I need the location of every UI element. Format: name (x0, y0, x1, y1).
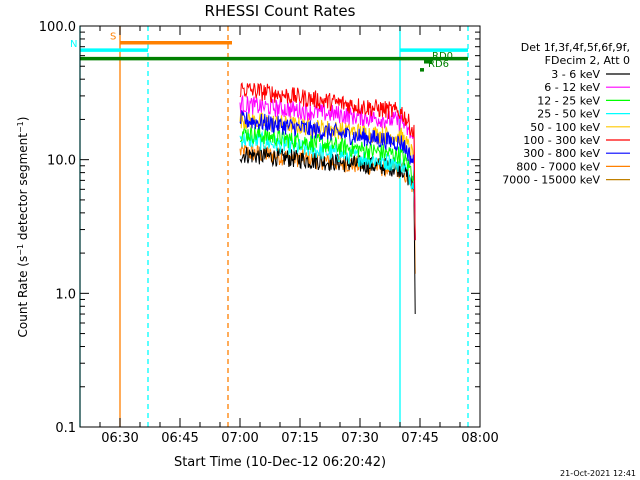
x-axis-label: Start Time (10-Dec-12 06:20:42) (174, 455, 386, 470)
series-line (239, 94, 416, 241)
y-axis-label-sup1: −1 (16, 244, 25, 256)
legend: Det 1f,3f,4f,5f,6f,9f, FDecim 2, Att 0 3… (502, 41, 630, 187)
series-line (239, 130, 416, 241)
x-tick-label: 07:45 (401, 431, 438, 446)
chart-title: RHESSI Count Rates (205, 2, 356, 20)
legend-header-line-2: FDecim 2, Att 0 (545, 54, 630, 67)
x-tick-label: 07:00 (221, 431, 258, 446)
legend-entry-label: 12 - 25 keV (537, 94, 600, 107)
y-tick-label: 10.0 (47, 154, 76, 169)
y-axis-label-sup2: −1 (16, 121, 25, 133)
x-tick-label: 07:15 (281, 431, 318, 446)
x-axis: 06:30 06:45 07:00 07:15 07:30 07:45 08:00 (79, 26, 499, 446)
y-tick-label: 0.1 (55, 421, 76, 436)
x-tick-label: 06:30 (101, 431, 138, 446)
series-line (239, 82, 416, 241)
flag-bar-label: S (110, 32, 116, 43)
y-axis-label: Count Rate (s−1 detector segment−1) (16, 117, 31, 338)
series-line (239, 126, 416, 241)
x-tick-label: 07:30 (341, 431, 378, 446)
legend-entry-label: 3 - 6 keV (551, 68, 600, 81)
y-tick-label: 100.0 (39, 20, 76, 35)
legend-entry-label: 100 - 300 keV (523, 134, 600, 147)
y-axis-label-main: Count Rate (s (16, 256, 30, 338)
y-axis: 0.1 1.0 10.0 100.0 (39, 20, 480, 436)
legend-entry-label: 300 - 800 keV (523, 147, 600, 160)
y-axis-label-end: ) (16, 117, 30, 122)
legend-entry-label: 25 - 50 keV (537, 108, 600, 121)
flag-bar-label: N (70, 39, 77, 50)
series-line (239, 109, 416, 241)
series-layer (239, 82, 416, 315)
flag-bar-label: RD0 (432, 51, 453, 62)
flag-bar-label: RD6 (428, 59, 449, 70)
legend-header-line-1: Det 1f,3f,4f,5f,6f,9f, (521, 41, 630, 54)
legend-entry-label: 800 - 7000 keV (516, 160, 600, 173)
legend-entry-label: 7000 - 15000 keV (502, 174, 600, 187)
legend-entry-label: 6 - 12 keV (544, 81, 600, 94)
footer-timestamp: 21-Oct-2021 12:41 (560, 469, 636, 478)
y-tick-label: 1.0 (55, 287, 76, 302)
x-tick-label: 06:45 (161, 431, 198, 446)
x-tick-label: 08:00 (461, 431, 498, 446)
y-axis-label-mid: detector segment (16, 133, 30, 244)
legend-entry-label: 50 - 100 keV (530, 121, 600, 134)
